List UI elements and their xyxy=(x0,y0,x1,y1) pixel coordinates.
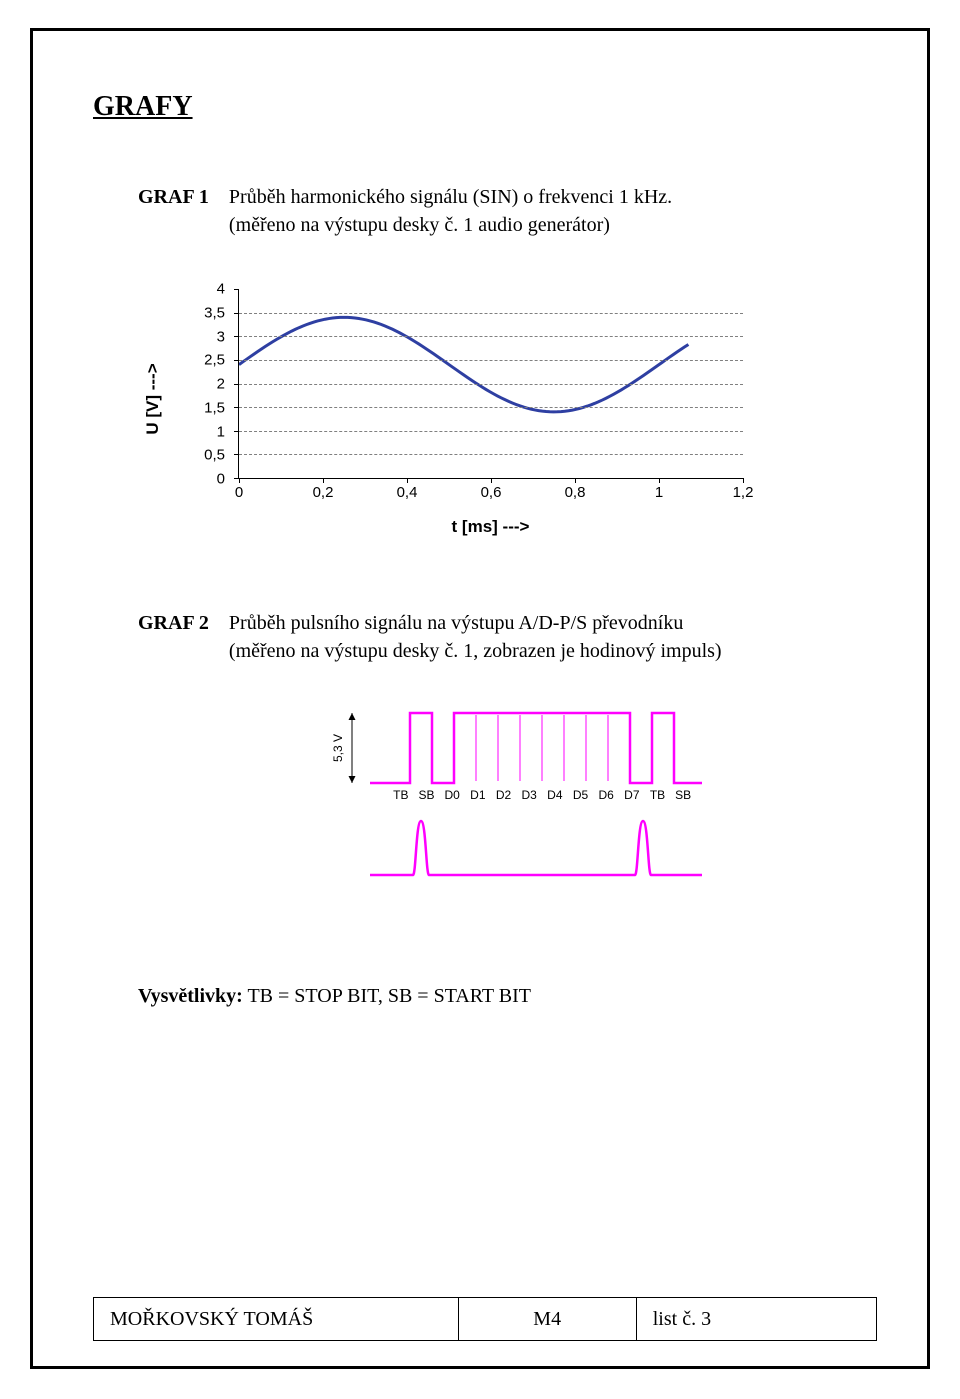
chart1-xtick: 0,6 xyxy=(481,484,502,501)
chart1-xtick: 0 xyxy=(235,484,243,501)
footer-table: MOŘKOVSKÝ TOMÁŠ M4 list č. 3 xyxy=(93,1297,877,1341)
graf2-text2: (měřeno na výstupu desky č. 1, zobrazen … xyxy=(229,640,722,662)
graf2-caption: GRAF 2 Průběh pulsního signálu na výstup… xyxy=(138,609,877,895)
chart1: U [V] ---> 43,532,521,510,50 00,20,40,60… xyxy=(183,289,743,509)
legend-line: Vysvětlivky: TB = STOP BIT, SB = START B… xyxy=(138,985,877,1008)
clock-waveform xyxy=(370,821,702,875)
arrowhead-icon xyxy=(348,713,355,720)
chart1-xtick: 0,4 xyxy=(397,484,418,501)
chart1-ytick: 3,5 xyxy=(204,304,225,321)
bit-label: D3 xyxy=(521,788,537,802)
chart1-xlabel: t [ms] ---> xyxy=(238,517,743,537)
chart1-curve xyxy=(239,317,688,412)
graf1-caption: GRAF 1 Průběh harmonického signálu (SIN)… xyxy=(138,183,877,239)
graf1-text2: (měřeno na výstupu desky č. 1 audio gene… xyxy=(229,214,610,236)
footer-name: MOŘKOVSKÝ TOMÁŠ xyxy=(94,1298,459,1340)
graf1-text1: Průběh harmonického signálu (SIN) o frek… xyxy=(229,186,672,208)
bit-label: D6 xyxy=(598,788,614,802)
bit-label: D2 xyxy=(495,788,511,802)
bit-label: TB xyxy=(393,788,408,802)
pulse-waveform xyxy=(370,713,702,783)
chart1-ytick: 1 xyxy=(217,423,225,440)
legend-label: Vysvětlivky: xyxy=(138,985,243,1007)
chart1-ytick: 1,5 xyxy=(204,399,225,416)
voltage-label: 5,3 V xyxy=(331,734,345,762)
chart1-xtick: 1 xyxy=(655,484,663,501)
bit-label: D7 xyxy=(624,788,640,802)
bit-label: D1 xyxy=(470,788,486,802)
chart1-ytick: 2,5 xyxy=(204,352,225,369)
graf2-label: GRAF 2 xyxy=(138,612,209,634)
footer-sheet: list č. 3 xyxy=(637,1298,876,1340)
graf2-text1: Průběh pulsního signálu na výstupu A/D-P… xyxy=(229,612,683,634)
pulse-diagram: 5,3 V TB SB D0 D1 D2 D3 D4 D5 D6 D7 TB SB xyxy=(308,705,708,895)
bit-label: SB xyxy=(418,788,434,802)
bit-label: SB xyxy=(675,788,691,802)
chart1-ytick: 4 xyxy=(217,281,225,298)
bit-label: D4 xyxy=(547,788,563,802)
chart1-ytick: 3 xyxy=(217,328,225,345)
chart1-ytick: 2 xyxy=(217,376,225,393)
chart1-xtick: 1,2 xyxy=(733,484,754,501)
graf1-label: GRAF 1 xyxy=(138,186,209,208)
chart1-ytick: 0 xyxy=(217,471,225,488)
page-title: GRAFY xyxy=(93,91,877,123)
chart1-ylabel: U [V] ---> xyxy=(143,363,163,434)
footer-code: M4 xyxy=(459,1298,637,1340)
bit-label: TB xyxy=(649,788,664,802)
arrowhead-icon xyxy=(348,776,355,783)
chart1-xtick: 0,8 xyxy=(565,484,586,501)
bit-label: D0 xyxy=(444,788,460,802)
chart1-ytick: 0,5 xyxy=(204,447,225,464)
legend-text: TB = STOP BIT, SB = START BIT xyxy=(243,985,531,1007)
chart1-xtick: 0,2 xyxy=(313,484,334,501)
bit-label: D5 xyxy=(572,788,588,802)
